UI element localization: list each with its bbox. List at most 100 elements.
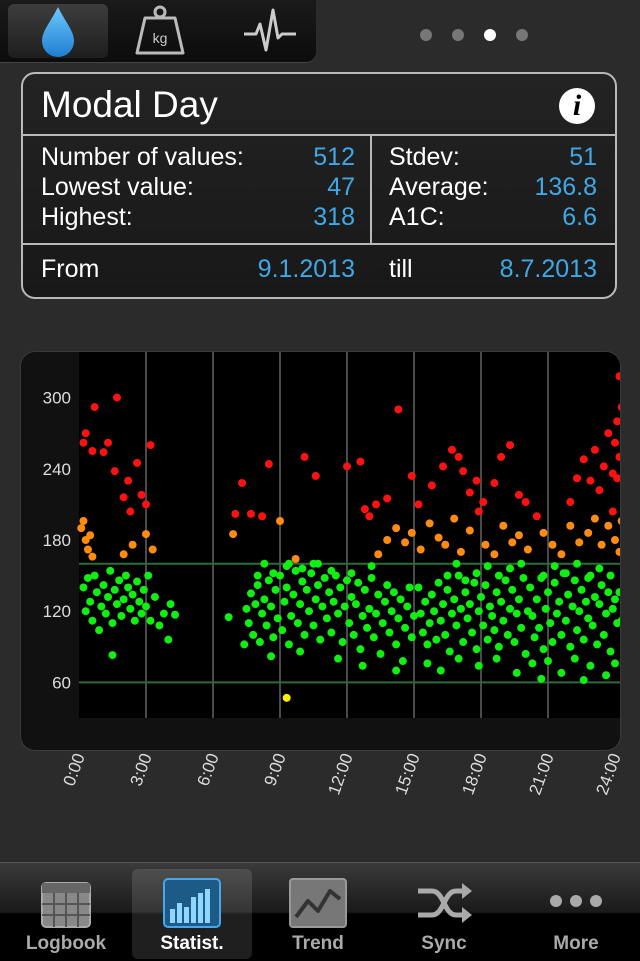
data-point [435,579,443,587]
data-point [394,405,402,413]
tab-statistics[interactable]: Statist. [132,869,252,959]
data-point [247,510,255,518]
till-label: till [389,254,413,284]
tab-label: Statist. [132,933,252,955]
data-point [109,619,117,627]
data-point [374,550,382,558]
data-point [113,600,121,608]
weight-segment-button[interactable]: kg [110,4,210,58]
data-point [269,569,277,577]
data-point [602,610,610,618]
data-point [160,610,168,618]
data-point [417,545,425,553]
data-point [86,598,94,606]
data-point [359,662,367,670]
pulse-segment-button[interactable] [220,4,320,58]
data-point [325,588,333,596]
data-point [164,636,172,644]
data-point [573,560,581,568]
data-point [435,534,443,542]
data-point [117,612,125,620]
data-point [580,676,588,684]
data-point [327,629,335,637]
data-point [385,629,393,637]
data-point [562,617,570,625]
data-point [155,621,163,629]
x-tick-label: 9:00 [261,752,290,788]
tab-sync[interactable]: Sync [384,869,504,959]
x-tick-label: 12:00 [324,752,356,797]
divider [370,136,372,243]
data-point [441,631,449,639]
weight-kg-label: kg [153,30,168,46]
data-point [258,512,266,520]
data-point [254,572,262,580]
data-point [368,574,376,582]
data-point [468,629,476,637]
tab-more[interactable]: More [516,869,636,959]
data-point [455,572,463,580]
data-point [356,458,364,466]
page-indicator[interactable] [420,28,528,42]
data-point [368,562,376,570]
data-point [464,614,472,622]
lowest-value-label: Lowest value: [41,172,194,202]
data-point [142,602,150,610]
info-button[interactable]: i [559,88,595,124]
data-point [93,588,101,596]
data-point [448,446,456,454]
stdev-label: Stdev: [389,142,460,172]
till-date[interactable]: 8.7.2013 [500,254,597,284]
data-point [149,545,157,553]
data-point [444,586,452,594]
top-bar: kg [0,0,640,64]
data-point [84,545,92,553]
data-point [341,602,349,610]
more-dots-icon [546,875,606,931]
data-point [115,576,123,584]
trend-chart-icon [288,875,348,931]
data-point [602,671,610,679]
data-point [557,669,565,677]
data-point [569,602,577,610]
data-point [586,477,594,485]
tab-logbook[interactable]: Logbook [6,869,126,959]
tab-bar: Logbook Statist. Trend Sync [0,862,640,961]
data-point [611,595,619,603]
data-point [283,562,291,570]
data-point [595,486,603,494]
data-point [314,560,322,568]
data-point [312,595,320,603]
data-point [131,617,139,625]
data-point [167,600,175,608]
data-point [571,655,579,663]
x-tick-label: 18:00 [458,752,490,797]
data-point [506,441,514,449]
data-point [591,446,599,454]
data-point [88,553,96,561]
shuffle-sync-icon [414,875,474,931]
data-point [488,612,496,620]
glucose-segment-button[interactable] [8,4,108,58]
data-point [401,624,409,632]
data-point [240,640,248,648]
data-point [111,586,119,594]
data-point [479,498,487,506]
tab-trend[interactable]: Trend [258,869,378,959]
data-point [502,576,510,584]
bar-chart-icon [162,875,222,931]
data-point [528,659,536,667]
from-date[interactable]: 9.1.2013 [258,254,355,284]
data-point [524,545,532,553]
y-tick-label: 180 [43,531,71,550]
data-point [401,538,409,546]
data-point [417,610,425,618]
data-point [600,462,608,470]
data-point [553,610,561,618]
data-point [533,595,541,603]
data-point [361,505,369,513]
data-point [557,631,565,639]
data-point [365,605,373,613]
